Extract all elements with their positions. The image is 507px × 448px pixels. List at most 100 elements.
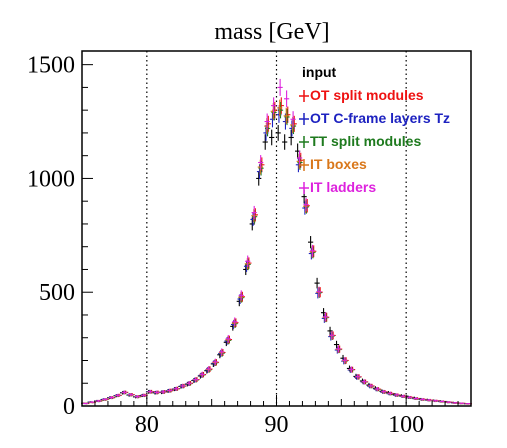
- data-point: [167, 388, 173, 393]
- data-point: [128, 393, 134, 397]
- data-point: [199, 371, 205, 378]
- data-point: [355, 374, 361, 380]
- data-point: [269, 129, 275, 146]
- data-point: [374, 386, 380, 391]
- data-point: [426, 398, 432, 402]
- data-point: [275, 125, 281, 141]
- data-point: [400, 394, 406, 398]
- data-point: [465, 403, 471, 405]
- legend-label: OT split modules: [310, 87, 424, 103]
- legend-label: IT ladders: [310, 179, 376, 195]
- data-point: [290, 111, 296, 128]
- data-point: [282, 134, 288, 150]
- data-point: [327, 326, 333, 336]
- data-point: [258, 155, 264, 170]
- data-point: [361, 379, 368, 385]
- data-point: [186, 380, 192, 386]
- data-point: [387, 391, 393, 395]
- data-point: [256, 171, 262, 186]
- data-point: [333, 340, 340, 349]
- data-point: [232, 317, 238, 327]
- data-point: [342, 357, 348, 364]
- data-point: [309, 244, 316, 257]
- grid-lines: [146, 51, 407, 406]
- data-point: [303, 197, 309, 212]
- data-point: [262, 134, 268, 150]
- x-tick-label: 100: [388, 412, 424, 438]
- data-point: [212, 358, 218, 366]
- x-tick-label: 90: [265, 412, 289, 438]
- data-point: [102, 398, 108, 401]
- data-point: [83, 402, 89, 405]
- legend-label: IT boxes: [310, 156, 367, 172]
- legend-item: TT split modules: [299, 133, 421, 149]
- data-point: [108, 396, 115, 399]
- data-point: [245, 255, 251, 268]
- data-point: [314, 277, 320, 289]
- series-2: [81, 106, 470, 405]
- data-point: [284, 108, 290, 126]
- data-point: [381, 389, 387, 394]
- data-point: [296, 150, 303, 166]
- legend-item: OT split modules: [299, 87, 424, 103]
- data-point: [348, 366, 355, 373]
- data-point: [173, 386, 179, 391]
- data-point: [420, 398, 426, 401]
- data-series: [81, 78, 472, 405]
- data-point: [193, 377, 199, 383]
- x-tick-label: 80: [135, 412, 159, 438]
- data-point: [251, 205, 257, 220]
- data-point: [439, 400, 445, 403]
- legend-item: IT boxes: [299, 156, 367, 172]
- y-tick-label: 1500: [27, 53, 75, 79]
- data-point: [394, 393, 400, 397]
- data-point: [335, 345, 342, 353]
- data-point: [277, 101, 284, 119]
- data-point: [115, 393, 121, 397]
- series-5: [83, 78, 471, 405]
- legend-label: OT C-frame layers Tz: [310, 110, 450, 126]
- data-point: [308, 236, 314, 249]
- data-point: [288, 129, 294, 146]
- data-point: [407, 395, 413, 399]
- data-point: [154, 390, 160, 395]
- legend-label: input: [302, 64, 337, 80]
- data-point: [219, 348, 225, 356]
- y-tick-label: 0: [63, 394, 75, 420]
- data-point: [160, 390, 167, 394]
- data-point: [284, 90, 290, 108]
- data-point: [368, 383, 374, 388]
- data-point: [413, 397, 419, 400]
- legend-item: input: [302, 64, 337, 80]
- data-point: [180, 383, 186, 389]
- data-point: [89, 401, 95, 404]
- data-point: [277, 99, 283, 117]
- data-point: [446, 401, 452, 404]
- legend-label: TT split modules: [310, 133, 421, 149]
- data-point: [147, 389, 154, 394]
- chart-title: mass [GeV]: [214, 19, 329, 45]
- data-point: [459, 402, 465, 405]
- data-point: [329, 331, 335, 340]
- data-point: [283, 107, 289, 124]
- legend-item: IT ladders: [299, 179, 376, 195]
- legend: input OT split modules OT C-frame layers T…: [299, 64, 450, 195]
- y-tick-label: 1000: [27, 166, 75, 192]
- data-point: [277, 78, 283, 96]
- data-point: [264, 113, 270, 130]
- data-point: [134, 395, 141, 399]
- series-0: [81, 125, 469, 405]
- data-point: [206, 366, 212, 372]
- data-point: [271, 97, 277, 114]
- data-point: [238, 290, 244, 301]
- data-point: [121, 390, 128, 395]
- y-tick-label: 500: [39, 280, 75, 306]
- data-point: [141, 393, 147, 397]
- data-point: [452, 401, 458, 404]
- data-point: [95, 399, 102, 403]
- data-point: [433, 399, 439, 402]
- legend-item: OT C-frame layers Tz: [299, 110, 450, 126]
- data-point: [225, 334, 231, 343]
